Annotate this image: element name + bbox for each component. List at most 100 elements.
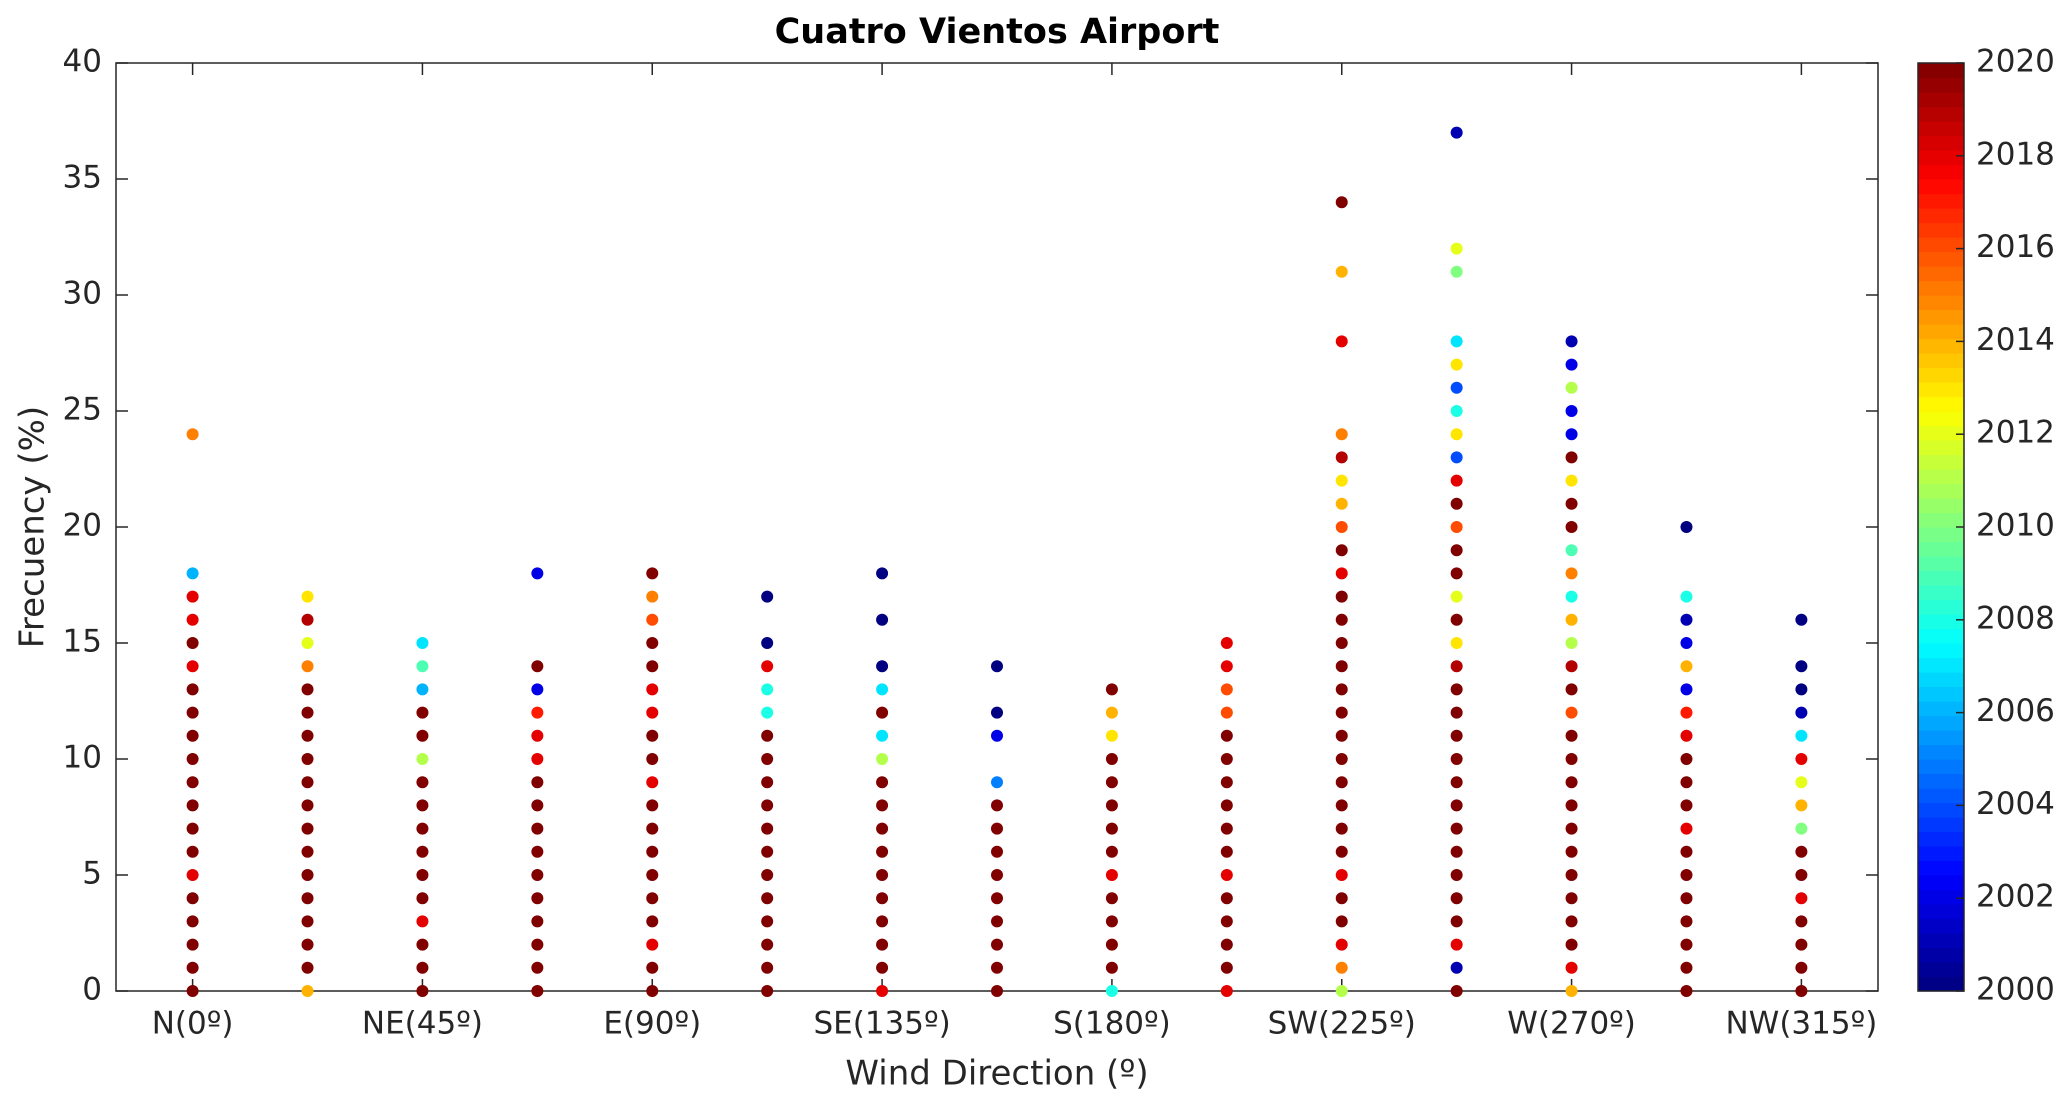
point xyxy=(1220,869,1233,881)
point xyxy=(531,706,544,719)
point xyxy=(646,753,659,765)
colorbar-tick-label: 2006 xyxy=(1976,693,2055,729)
point xyxy=(186,845,199,858)
point xyxy=(1220,799,1233,812)
colorbar-step xyxy=(1918,701,1964,717)
point xyxy=(991,985,1003,997)
point xyxy=(991,869,1003,881)
point xyxy=(761,869,774,881)
point xyxy=(761,892,774,905)
point xyxy=(1450,822,1463,835)
point xyxy=(1450,660,1463,673)
colorbar-step xyxy=(1918,556,1964,572)
point xyxy=(1335,544,1348,557)
point xyxy=(1450,938,1463,951)
point xyxy=(991,822,1003,835)
point xyxy=(301,729,314,742)
point xyxy=(1565,381,1578,394)
colorbar-tick-label: 2000 xyxy=(1976,972,2055,1008)
point xyxy=(1335,335,1348,348)
point xyxy=(1450,544,1463,557)
point xyxy=(646,822,659,835)
point xyxy=(1220,776,1233,789)
point xyxy=(1335,799,1348,812)
point xyxy=(1220,753,1233,765)
point xyxy=(301,915,314,928)
point xyxy=(1565,753,1578,765)
point xyxy=(186,683,199,696)
point xyxy=(761,753,774,765)
point xyxy=(186,892,199,905)
point xyxy=(186,961,199,974)
point xyxy=(301,590,314,603)
point xyxy=(301,660,314,673)
point xyxy=(1220,915,1233,928)
colorbar-step xyxy=(1918,802,1964,818)
point xyxy=(1335,567,1348,580)
point xyxy=(1565,335,1578,348)
point xyxy=(1335,683,1348,696)
point xyxy=(876,567,889,580)
point xyxy=(1795,799,1808,812)
point xyxy=(1450,451,1463,464)
point xyxy=(1680,822,1693,835)
point xyxy=(1565,938,1578,951)
point xyxy=(1565,799,1578,812)
point xyxy=(416,753,429,765)
point xyxy=(1680,590,1693,603)
colorbar-step xyxy=(1918,309,1964,325)
point xyxy=(1335,521,1348,533)
point xyxy=(531,799,544,812)
colorbar-step xyxy=(1918,730,1964,746)
point xyxy=(1220,660,1233,673)
point xyxy=(1335,613,1348,626)
point xyxy=(1450,706,1463,719)
point xyxy=(186,660,199,673)
colorbar-step xyxy=(1918,643,1964,659)
point xyxy=(531,892,544,905)
point xyxy=(876,915,889,928)
colorbar-step xyxy=(1918,527,1964,543)
colorbar-step xyxy=(1918,846,1964,862)
point xyxy=(301,985,314,997)
point xyxy=(531,776,544,789)
point xyxy=(1220,822,1233,835)
point xyxy=(1450,521,1463,533)
point xyxy=(1450,405,1463,417)
point xyxy=(646,845,659,858)
point xyxy=(646,660,659,673)
point xyxy=(646,869,659,881)
point xyxy=(1565,613,1578,626)
point xyxy=(301,799,314,812)
point xyxy=(1680,521,1693,533)
colorbar-tick-label: 2010 xyxy=(1976,508,2055,544)
point xyxy=(1680,776,1693,789)
point xyxy=(1450,892,1463,905)
colorbar-step xyxy=(1918,962,1964,978)
colorbar-step xyxy=(1918,773,1964,789)
point xyxy=(991,938,1003,951)
point xyxy=(186,915,199,928)
point xyxy=(1680,869,1693,881)
point xyxy=(1450,126,1463,139)
point xyxy=(1335,985,1348,997)
point xyxy=(416,961,429,974)
colorbar-step xyxy=(1918,498,1964,514)
point xyxy=(1450,358,1463,371)
colorbar-step xyxy=(1918,164,1964,180)
point xyxy=(1450,335,1463,348)
point xyxy=(1105,938,1118,951)
point xyxy=(531,729,544,742)
colorbar-step xyxy=(1918,715,1964,731)
point xyxy=(761,706,774,719)
point xyxy=(1335,822,1348,835)
colorbar-tick-label: 2008 xyxy=(1976,600,2055,636)
colorbar-step xyxy=(1918,251,1964,267)
colorbar-tick-label: 2014 xyxy=(1976,322,2055,358)
colorbar-step xyxy=(1918,570,1964,586)
colorbar-tick-label: 2002 xyxy=(1976,879,2055,915)
point xyxy=(186,729,199,742)
point xyxy=(301,961,314,974)
point xyxy=(646,938,659,951)
